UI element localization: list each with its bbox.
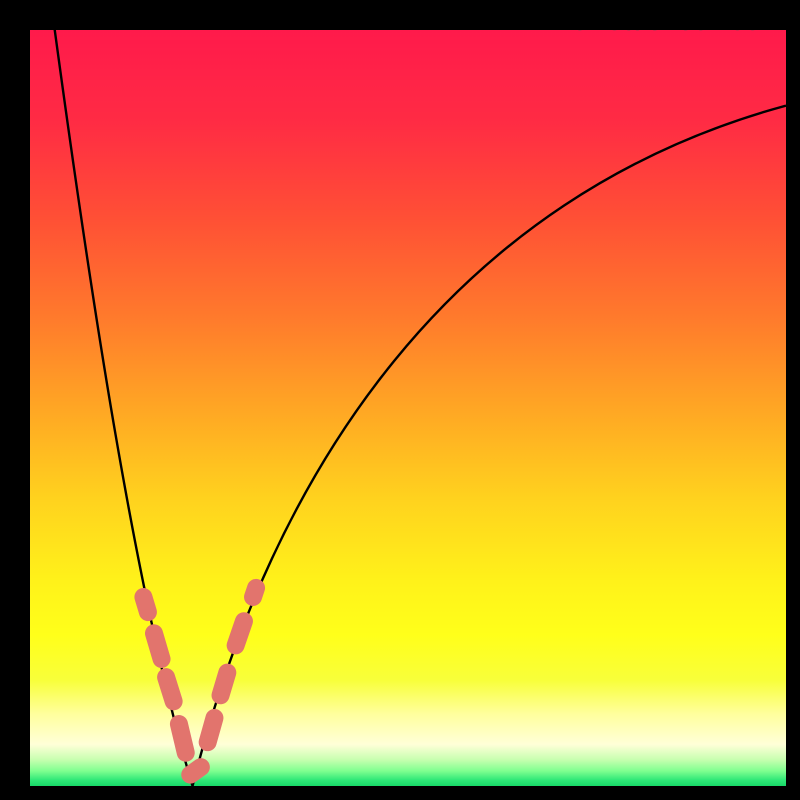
marker-capsule	[190, 767, 201, 775]
frame-left	[0, 0, 30, 800]
marker-capsule	[154, 633, 162, 659]
marker-capsule	[208, 718, 215, 742]
marker-capsule	[179, 724, 186, 753]
chart-svg	[30, 30, 786, 786]
gradient-background	[30, 30, 786, 786]
marker-capsule	[236, 621, 244, 645]
marker-capsule	[166, 677, 174, 701]
marker-capsule	[143, 597, 148, 612]
plot-area	[30, 30, 786, 786]
frame-bottom	[0, 786, 800, 800]
marker-capsule	[253, 588, 256, 597]
frame-top	[0, 0, 800, 30]
marker-capsule	[221, 673, 228, 696]
frame-right	[786, 0, 800, 800]
